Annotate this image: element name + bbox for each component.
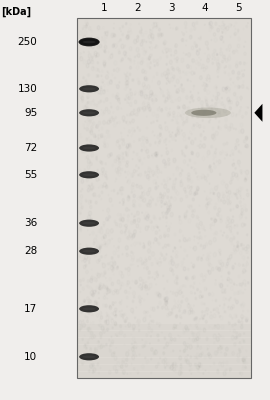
Ellipse shape <box>83 222 96 224</box>
Ellipse shape <box>79 38 99 46</box>
Ellipse shape <box>83 308 96 310</box>
Ellipse shape <box>83 250 96 252</box>
Text: 4: 4 <box>202 3 208 13</box>
Text: 2: 2 <box>134 3 141 13</box>
Text: 5: 5 <box>236 3 242 13</box>
Bar <box>77 365 251 371</box>
Text: 130: 130 <box>18 84 37 94</box>
Bar <box>77 358 251 364</box>
Text: 1: 1 <box>101 3 107 13</box>
Ellipse shape <box>79 38 100 46</box>
Ellipse shape <box>83 174 96 176</box>
Ellipse shape <box>83 356 96 358</box>
Polygon shape <box>254 104 262 122</box>
Ellipse shape <box>79 109 99 116</box>
Bar <box>77 18 251 378</box>
Ellipse shape <box>83 147 96 149</box>
Ellipse shape <box>79 248 99 255</box>
Ellipse shape <box>191 110 217 116</box>
Text: 36: 36 <box>24 218 37 228</box>
Ellipse shape <box>83 88 96 90</box>
Ellipse shape <box>79 85 99 92</box>
Text: 3: 3 <box>168 3 175 13</box>
Ellipse shape <box>79 171 99 178</box>
Ellipse shape <box>83 112 96 114</box>
Text: 28: 28 <box>24 246 37 256</box>
Bar <box>77 344 251 350</box>
Ellipse shape <box>185 108 231 118</box>
Text: 10: 10 <box>24 352 37 362</box>
Bar <box>77 352 251 358</box>
Bar <box>77 338 251 344</box>
Text: 17: 17 <box>24 304 37 314</box>
Ellipse shape <box>79 305 99 312</box>
Ellipse shape <box>79 220 99 227</box>
Text: 72: 72 <box>24 143 37 153</box>
Ellipse shape <box>79 144 99 152</box>
Bar <box>77 324 251 330</box>
Ellipse shape <box>79 353 99 360</box>
Bar <box>77 372 251 378</box>
Text: [kDa]: [kDa] <box>1 7 32 17</box>
Ellipse shape <box>83 41 96 43</box>
Text: 55: 55 <box>24 170 37 180</box>
Text: 95: 95 <box>24 108 37 118</box>
Bar <box>77 331 251 337</box>
Text: 250: 250 <box>18 37 37 47</box>
